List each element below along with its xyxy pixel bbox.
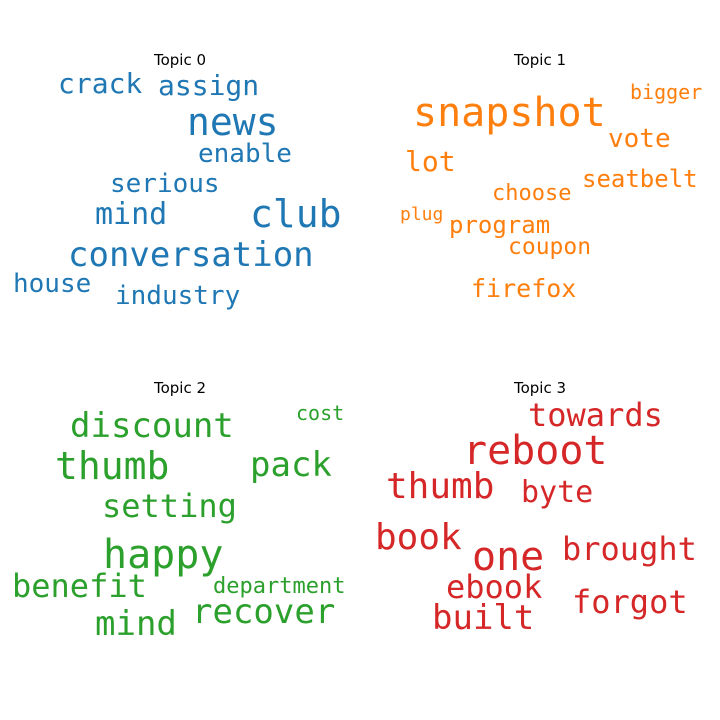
topic-2-word: pack bbox=[250, 445, 332, 485]
topic-2-word: setting bbox=[102, 487, 237, 525]
topic-2-word: department bbox=[213, 574, 346, 599]
topic-2-word: thumb bbox=[55, 444, 170, 488]
topic-2-word: recover bbox=[192, 592, 336, 632]
topic-1-word: lot bbox=[405, 145, 456, 178]
topic-1-word: plug bbox=[400, 204, 444, 225]
topic-1-word: seatbelt bbox=[582, 165, 698, 193]
topic-3-title: Topic 3 bbox=[513, 379, 567, 397]
topic-1-word: vote bbox=[608, 124, 671, 154]
topic-0-word: club bbox=[250, 192, 342, 236]
topic-0-title: Topic 0 bbox=[153, 51, 207, 69]
topic-0-word: assign bbox=[158, 69, 260, 102]
topic-3-panel: Topic 3 towards reboot thumb byte book o… bbox=[360, 360, 720, 720]
topic-1-word: firefox bbox=[471, 274, 577, 303]
topic-0-word: conversation bbox=[68, 235, 314, 275]
topic-0-word: serious bbox=[110, 169, 220, 199]
topic-0-word: crack bbox=[58, 67, 143, 100]
topic-1-word: snapshot bbox=[413, 90, 606, 136]
topic-0-word: industry bbox=[115, 281, 241, 311]
topic-1-word: bigger bbox=[630, 80, 703, 104]
topic-2-word: happy bbox=[103, 532, 224, 578]
topic-3-word: forgot bbox=[572, 583, 688, 621]
topic-1-word: coupon bbox=[508, 234, 592, 260]
topic-2-word: cost bbox=[296, 401, 345, 425]
topic-1-word: program bbox=[449, 211, 551, 239]
topic-0-word: news bbox=[187, 100, 279, 144]
topic-1-panel: Topic 1 snapshot bigger vote lot seatbel… bbox=[360, 0, 720, 360]
topic-2-word: discount bbox=[70, 406, 234, 446]
topic-3-word: brought bbox=[562, 530, 697, 568]
topic-0-panel: Topic 0 news club conversation crack ass… bbox=[0, 0, 360, 360]
topic-0-word: mind bbox=[95, 197, 168, 232]
topic-3-word: built bbox=[432, 598, 535, 638]
topic-3-word: ebook bbox=[446, 568, 543, 606]
topic-3-word: one bbox=[472, 534, 545, 580]
topic-1-word: choose bbox=[492, 181, 572, 206]
topic-1-title: Topic 1 bbox=[513, 51, 567, 69]
topic-2-panel: Topic 2 cost discount thumb pack setting… bbox=[0, 360, 360, 720]
topic-0-word: enable bbox=[198, 139, 292, 169]
topic-2-title: Topic 2 bbox=[153, 379, 207, 397]
topic-3-word: byte bbox=[521, 475, 594, 510]
topic-3-word: towards bbox=[528, 396, 663, 434]
topic-2-word: benefit bbox=[12, 567, 147, 605]
topic-3-word: thumb bbox=[386, 466, 495, 507]
topic-3-word: book bbox=[375, 517, 462, 558]
topic-3-word: reboot bbox=[463, 428, 608, 474]
topic-2-word: mind bbox=[95, 604, 177, 644]
topic-0-word: house bbox=[13, 269, 92, 299]
